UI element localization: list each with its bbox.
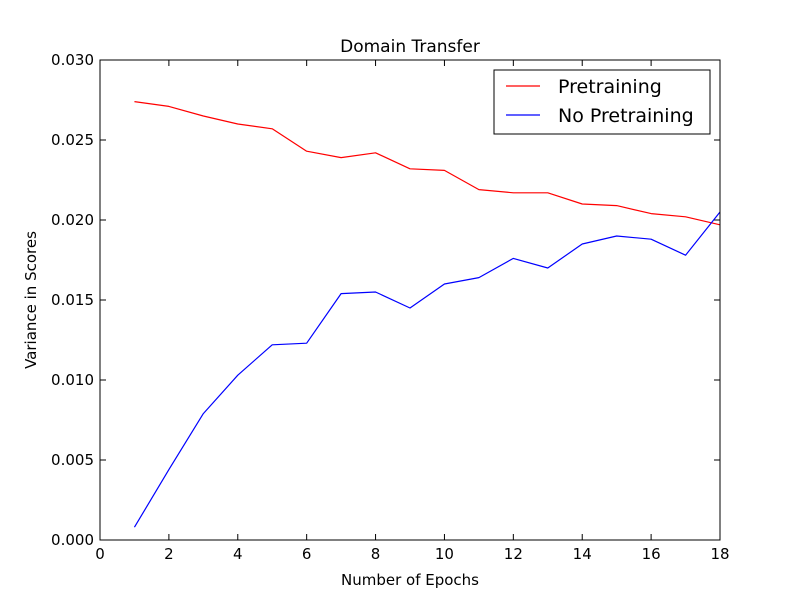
x-tick-label: 10: [435, 545, 454, 563]
chart-title: Domain Transfer: [340, 37, 480, 57]
y-tick-label: 0.015: [51, 291, 94, 309]
series-line-no-pretraining: [133, 211, 721, 528]
plot-frame: [99, 59, 721, 541]
legend-box: [493, 69, 711, 135]
x-tick-label: 12: [504, 545, 523, 563]
y-tick-label: 0.000: [51, 531, 94, 549]
x-axis-label: Number of Epochs: [341, 571, 479, 589]
x-tick-label: 16: [642, 545, 661, 563]
y-tick-label: 0.025: [51, 131, 94, 149]
y-tick-label: 0.020: [51, 211, 94, 229]
series-lines: [133, 101, 721, 528]
series-line-pretraining: [134, 101, 721, 226]
legend: Pretraining No Pretraining: [493, 69, 711, 135]
x-tick-label: 4: [233, 545, 243, 563]
x-tick-label: 0: [95, 545, 105, 563]
x-tick-label: 2: [164, 545, 174, 563]
axis-ticks: 0 2 4 6 8 10 12 14 16 18 0.000 0.005 0.010 0.015 0.020…: [51, 51, 730, 563]
legend-label-pretraining: Pretraining: [558, 76, 662, 98]
y-tick-label: 0.010: [51, 371, 94, 389]
x-tick-label: 14: [573, 545, 592, 563]
legend-label-no-pretraining: No Pretraining: [558, 105, 694, 127]
x-tick-label: 18: [710, 545, 729, 563]
y-tick-label: 0.005: [51, 451, 94, 469]
x-tick-label: 6: [302, 545, 312, 563]
y-tick-label: 0.030: [51, 51, 94, 69]
x-tick-label: 8: [371, 545, 381, 563]
y-axis-label: Variance in Scores: [22, 231, 40, 369]
